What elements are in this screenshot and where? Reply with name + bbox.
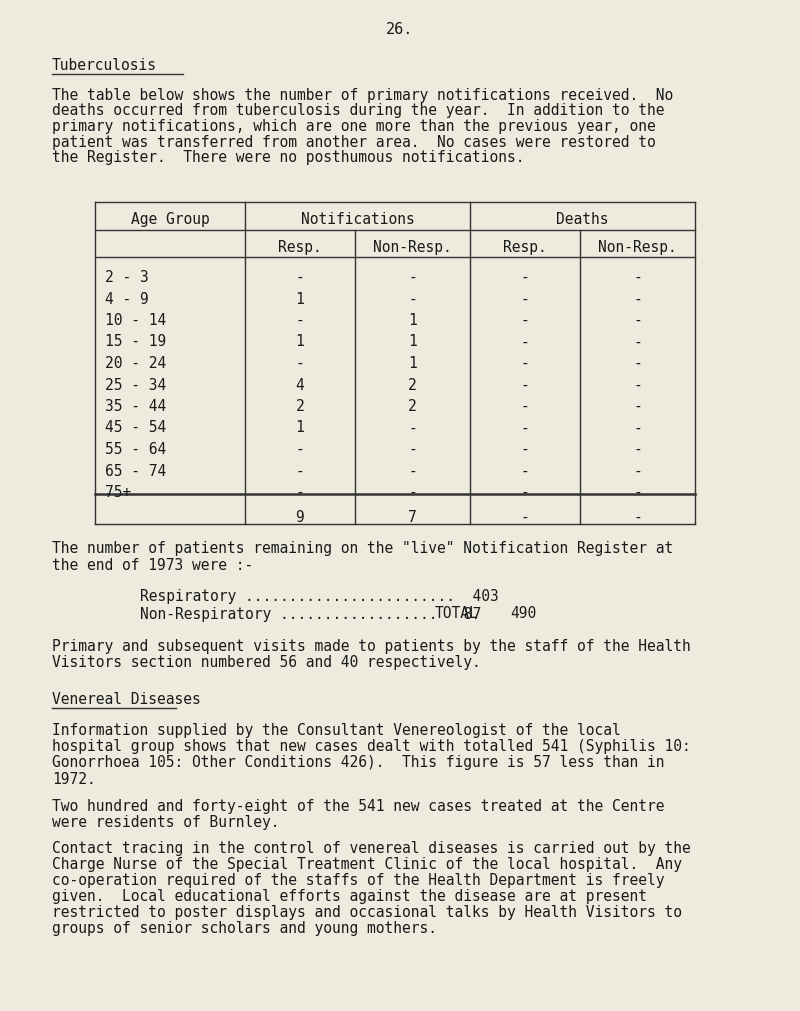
Text: groups of senior scholars and young mothers.: groups of senior scholars and young moth…: [52, 921, 437, 936]
Text: -: -: [408, 485, 417, 500]
Text: Gonorrhoea 105: Other Conditions 426).  This figure is 57 less than in: Gonorrhoea 105: Other Conditions 426). T…: [52, 755, 665, 770]
Text: -: -: [296, 463, 304, 478]
Text: Age Group: Age Group: [130, 212, 210, 227]
Text: 2: 2: [296, 399, 304, 413]
Text: -: -: [633, 313, 642, 328]
Text: -: -: [633, 463, 642, 478]
Text: -: -: [521, 313, 530, 328]
Text: patient was transferred from another area.  No cases were restored to: patient was transferred from another are…: [52, 134, 656, 150]
Text: hospital group shows that new cases dealt with totalled 541 (Syphilis 10:: hospital group shows that new cases deal…: [52, 739, 690, 754]
Text: -: -: [408, 421, 417, 436]
Text: -: -: [521, 291, 530, 306]
Text: 45 - 54: 45 - 54: [105, 421, 166, 436]
Text: 10 - 14: 10 - 14: [105, 313, 166, 328]
Text: 1972.: 1972.: [52, 771, 96, 787]
Text: TOTAL: TOTAL: [435, 607, 478, 622]
Text: Charge Nurse of the Special Treatment Clinic of the local hospital.  Any: Charge Nurse of the Special Treatment Cl…: [52, 857, 682, 872]
Text: -: -: [521, 335, 530, 350]
Text: Respiratory ........................  403: Respiratory ........................ 403: [140, 589, 498, 605]
Text: The number of patients remaining on the "live" Notification Register at: The number of patients remaining on the …: [52, 542, 674, 556]
Text: 1: 1: [296, 291, 304, 306]
Text: -: -: [521, 270, 530, 285]
Text: the Register.  There were no posthumous notifications.: the Register. There were no posthumous n…: [52, 150, 525, 165]
Text: Primary and subsequent visits made to patients by the staff of the Health: Primary and subsequent visits made to pa…: [52, 640, 690, 654]
Text: 55 - 64: 55 - 64: [105, 442, 166, 457]
Text: Resp.: Resp.: [278, 240, 322, 255]
Text: 2: 2: [408, 377, 417, 392]
Text: 1: 1: [408, 335, 417, 350]
Text: -: -: [633, 421, 642, 436]
Text: 20 - 24: 20 - 24: [105, 356, 166, 371]
Text: -: -: [633, 356, 642, 371]
Text: 490: 490: [510, 607, 536, 622]
Text: 1: 1: [408, 356, 417, 371]
Text: primary notifications, which are one more than the previous year, one: primary notifications, which are one mor…: [52, 119, 656, 134]
Text: 65 - 74: 65 - 74: [105, 463, 166, 478]
Text: 7: 7: [408, 510, 417, 525]
Text: 35 - 44: 35 - 44: [105, 399, 166, 413]
Text: Information supplied by the Consultant Venereologist of the local: Information supplied by the Consultant V…: [52, 724, 621, 738]
Text: Non-Respiratory ..................   87: Non-Respiratory .................. 87: [140, 607, 482, 622]
Text: -: -: [296, 313, 304, 328]
Text: The table below shows the number of primary notifications received.  No: The table below shows the number of prim…: [52, 88, 674, 103]
Text: -: -: [633, 377, 642, 392]
Text: -: -: [296, 485, 304, 500]
Text: -: -: [408, 270, 417, 285]
Text: -: -: [408, 463, 417, 478]
Text: -: -: [521, 463, 530, 478]
Text: restricted to poster displays and occasional talks by Health Visitors to: restricted to poster displays and occasi…: [52, 906, 682, 920]
Text: -: -: [633, 485, 642, 500]
Text: -: -: [296, 442, 304, 457]
Text: Notifications: Notifications: [301, 212, 414, 227]
Text: 1: 1: [296, 335, 304, 350]
Text: 25 - 34: 25 - 34: [105, 377, 166, 392]
Text: -: -: [296, 356, 304, 371]
Text: deaths occurred from tuberculosis during the year.  In addition to the: deaths occurred from tuberculosis during…: [52, 103, 665, 118]
Text: -: -: [633, 291, 642, 306]
Text: Two hundred and forty-eight of the 541 new cases treated at the Centre: Two hundred and forty-eight of the 541 n…: [52, 799, 665, 814]
Text: 4: 4: [296, 377, 304, 392]
Text: Non-Resp.: Non-Resp.: [598, 240, 677, 255]
Text: 75+: 75+: [105, 485, 131, 500]
Text: -: -: [633, 510, 642, 525]
Text: Venereal Diseases: Venereal Diseases: [52, 692, 201, 707]
Text: were residents of Burnley.: were residents of Burnley.: [52, 815, 279, 829]
Text: Non-Resp.: Non-Resp.: [373, 240, 452, 255]
Text: -: -: [521, 421, 530, 436]
Text: -: -: [521, 377, 530, 392]
Text: -: -: [521, 485, 530, 500]
Text: -: -: [633, 442, 642, 457]
Text: -: -: [633, 335, 642, 350]
Text: 1: 1: [408, 313, 417, 328]
Text: -: -: [521, 510, 530, 525]
Text: -: -: [633, 399, 642, 413]
Text: 2 - 3: 2 - 3: [105, 270, 149, 285]
Text: Visitors section numbered 56 and 40 respectively.: Visitors section numbered 56 and 40 resp…: [52, 655, 481, 670]
Text: given.  Local educational efforts against the disease are at present: given. Local educational efforts against…: [52, 890, 647, 905]
Text: -: -: [296, 270, 304, 285]
Text: -: -: [408, 442, 417, 457]
Text: Contact tracing in the control of venereal diseases is carried out by the: Contact tracing in the control of venere…: [52, 841, 690, 856]
Text: 9: 9: [296, 510, 304, 525]
Text: -: -: [521, 399, 530, 413]
Text: -: -: [408, 291, 417, 306]
Text: Tuberculosis: Tuberculosis: [52, 58, 157, 73]
Text: 4 - 9: 4 - 9: [105, 291, 149, 306]
Text: 2: 2: [408, 399, 417, 413]
Text: the end of 1973 were :-: the end of 1973 were :-: [52, 557, 254, 572]
Text: Resp.: Resp.: [503, 240, 547, 255]
Text: 1: 1: [296, 421, 304, 436]
Text: Deaths: Deaths: [556, 212, 609, 227]
Text: -: -: [521, 442, 530, 457]
Text: 15 - 19: 15 - 19: [105, 335, 166, 350]
Text: -: -: [521, 356, 530, 371]
Text: -: -: [633, 270, 642, 285]
Text: 26.: 26.: [386, 22, 414, 37]
Text: co-operation required of the staffs of the Health Department is freely: co-operation required of the staffs of t…: [52, 874, 665, 889]
